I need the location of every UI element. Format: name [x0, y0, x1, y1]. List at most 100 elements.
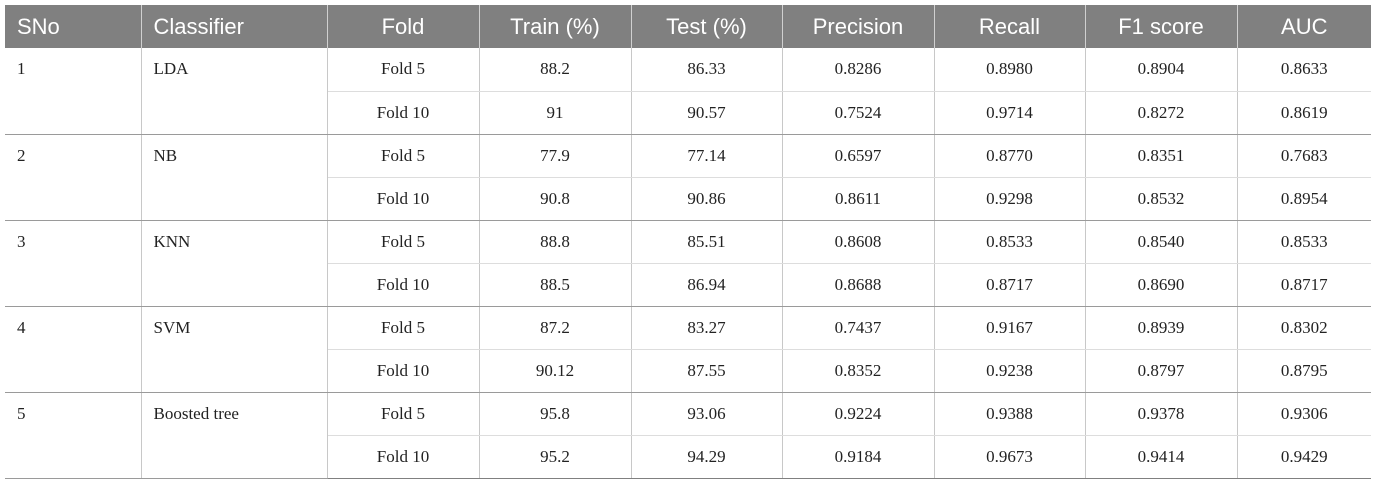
cell-auc: 0.8717	[1237, 263, 1371, 307]
cell-auc: 0.8533	[1237, 220, 1371, 264]
cell-precision: 0.6597	[782, 134, 935, 178]
table-row: 5 Boosted tree Fold 5 95.8 93.06 0.9224 …	[5, 392, 1371, 479]
header-classifier: Classifier	[141, 5, 328, 48]
table-row: Fold 10 88.5 86.94 0.8688 0.8717 0.8690 …	[5, 263, 1371, 307]
cell-precision: 0.8352	[782, 349, 935, 393]
cell-classifier: NB	[141, 134, 328, 221]
cell-fold: Fold 10	[327, 349, 480, 393]
cell-auc: 0.8302	[1237, 306, 1371, 350]
cell-f1: 0.8532	[1085, 177, 1238, 221]
table-row: Fold 10 90.12 87.55 0.8352 0.9238 0.8797…	[5, 349, 1371, 393]
cell-test: 90.86	[631, 177, 783, 221]
cell-f1: 0.9378	[1085, 392, 1238, 436]
header-f1: F1 score	[1085, 5, 1238, 48]
header-sno: SNo	[5, 5, 142, 48]
cell-f1: 0.8797	[1085, 349, 1238, 393]
cell-test: 86.94	[631, 263, 783, 307]
cell-train: 88.5	[479, 263, 632, 307]
cell-test: 77.14	[631, 134, 783, 178]
cell-classifier: Boosted tree	[141, 392, 328, 479]
cell-recall: 0.8533	[934, 220, 1086, 264]
cell-sno: 2	[5, 134, 142, 221]
table-row: 2 NB Fold 5 77.9 77.14 0.6597 0.8770 0.8…	[5, 134, 1371, 221]
cell-precision: 0.8611	[782, 177, 935, 221]
cell-test: 90.57	[631, 91, 783, 135]
cell-sno: 5	[5, 392, 142, 479]
cell-test: 87.55	[631, 349, 783, 393]
cell-recall: 0.9298	[934, 177, 1086, 221]
cell-train: 95.2	[479, 435, 632, 479]
cell-fold: Fold 5	[327, 306, 480, 350]
cell-fold: Fold 5	[327, 220, 480, 264]
cell-classifier: LDA	[141, 48, 328, 135]
cell-f1: 0.8904	[1085, 48, 1238, 92]
cell-train: 91	[479, 91, 632, 135]
header-auc: AUC	[1237, 5, 1371, 48]
table-row: Fold 10 90.8 90.86 0.8611 0.9298 0.8532 …	[5, 177, 1371, 221]
cell-auc: 0.8954	[1237, 177, 1371, 221]
cell-recall: 0.9167	[934, 306, 1086, 350]
cell-fold: Fold 10	[327, 91, 480, 135]
cell-recall: 0.9388	[934, 392, 1086, 436]
header-precision: Precision	[782, 5, 935, 48]
cell-f1: 0.8540	[1085, 220, 1238, 264]
cell-precision: 0.9224	[782, 392, 935, 436]
cell-train: 77.9	[479, 134, 632, 178]
cell-recall: 0.9714	[934, 91, 1086, 135]
cell-train: 95.8	[479, 392, 632, 436]
cell-auc: 0.7683	[1237, 134, 1371, 178]
cell-train: 87.2	[479, 306, 632, 350]
cell-train: 90.12	[479, 349, 632, 393]
table-row: 4 SVM Fold 5 87.2 83.27 0.7437 0.9167 0.…	[5, 306, 1371, 393]
cell-recall: 0.9673	[934, 435, 1086, 479]
cell-recall: 0.8980	[934, 48, 1086, 92]
cell-train: 88.8	[479, 220, 632, 264]
cell-test: 85.51	[631, 220, 783, 264]
cell-precision: 0.8608	[782, 220, 935, 264]
cell-fold: Fold 10	[327, 177, 480, 221]
cell-test: 86.33	[631, 48, 783, 92]
cell-recall: 0.9238	[934, 349, 1086, 393]
cell-auc: 0.9306	[1237, 392, 1371, 436]
cell-fold: Fold 5	[327, 48, 480, 92]
table-row: Fold 10 91 90.57 0.7524 0.9714 0.8272 0.…	[5, 91, 1371, 135]
header-fold: Fold	[327, 5, 480, 48]
header-recall: Recall	[934, 5, 1086, 48]
table-row: 3 KNN Fold 5 88.8 85.51 0.8608 0.8533 0.…	[5, 220, 1371, 307]
cell-f1: 0.9414	[1085, 435, 1238, 479]
cell-auc: 0.8795	[1237, 349, 1371, 393]
cell-auc: 0.8619	[1237, 91, 1371, 135]
cell-sno: 1	[5, 48, 142, 135]
results-table: SNo Classifier Fold Train (%) Test (%) P…	[5, 5, 1371, 479]
cell-precision: 0.9184	[782, 435, 935, 479]
cell-auc: 0.8633	[1237, 48, 1371, 92]
cell-sno: 4	[5, 306, 142, 393]
cell-sno: 3	[5, 220, 142, 307]
cell-classifier: KNN	[141, 220, 328, 307]
header-train: Train (%)	[479, 5, 632, 48]
cell-auc: 0.9429	[1237, 435, 1371, 479]
cell-train: 90.8	[479, 177, 632, 221]
cell-fold: Fold 10	[327, 263, 480, 307]
cell-fold: Fold 5	[327, 134, 480, 178]
cell-classifier: SVM	[141, 306, 328, 393]
cell-test: 93.06	[631, 392, 783, 436]
header-row: SNo Classifier Fold Train (%) Test (%) P…	[5, 5, 1371, 48]
cell-f1: 0.8272	[1085, 91, 1238, 135]
cell-precision: 0.8286	[782, 48, 935, 92]
cell-precision: 0.7437	[782, 306, 935, 350]
cell-test: 94.29	[631, 435, 783, 479]
cell-recall: 0.8770	[934, 134, 1086, 178]
table-row: Fold 10 95.2 94.29 0.9184 0.9673 0.9414 …	[5, 435, 1371, 479]
cell-fold: Fold 5	[327, 392, 480, 436]
cell-f1: 0.8690	[1085, 263, 1238, 307]
cell-f1: 0.8939	[1085, 306, 1238, 350]
cell-f1: 0.8351	[1085, 134, 1238, 178]
header-test: Test (%)	[631, 5, 783, 48]
table-row: 1 LDA Fold 5 88.2 86.33 0.8286 0.8980 0.…	[5, 48, 1371, 135]
cell-train: 88.2	[479, 48, 632, 92]
cell-recall: 0.8717	[934, 263, 1086, 307]
cell-fold: Fold 10	[327, 435, 480, 479]
cell-test: 83.27	[631, 306, 783, 350]
cell-precision: 0.8688	[782, 263, 935, 307]
